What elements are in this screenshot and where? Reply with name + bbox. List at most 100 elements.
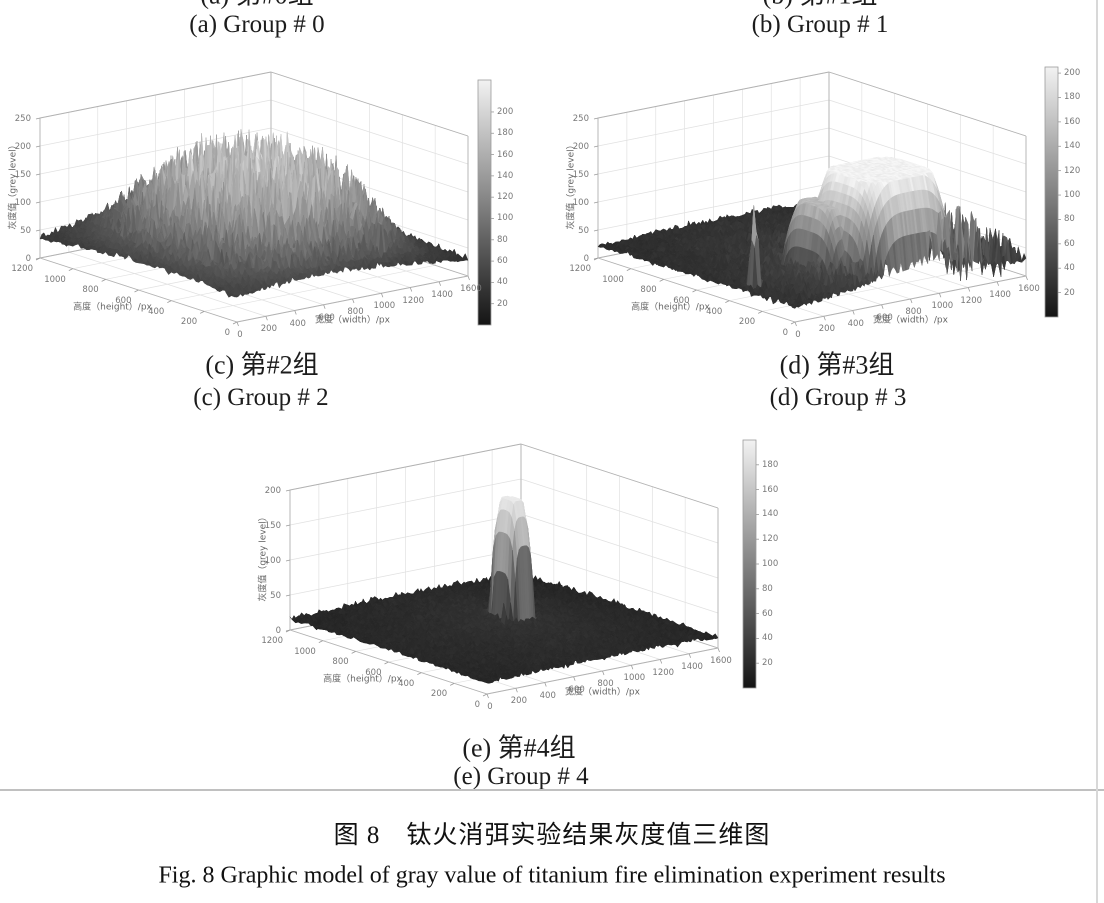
z-tick-label: 150: [14, 169, 31, 180]
surface-canvas-group-2: [0, 55, 552, 355]
x-tick-label: 400: [847, 318, 864, 329]
colorbar-tick-label: 160: [762, 484, 779, 495]
figure-caption-en: Fig. 8 Graphic model of gray value of ti…: [158, 862, 946, 889]
z-tick-label: 0: [583, 253, 589, 264]
z-tick-label: 100: [14, 197, 31, 208]
x-tick-label: 1600: [710, 655, 732, 666]
colorbar-tick-label: 100: [1064, 189, 1081, 200]
x-tick-label: 200: [510, 696, 527, 706]
colorbar-tick-label: 160: [497, 149, 514, 160]
sublabel-d-zh: (d) 第#3组: [779, 350, 895, 380]
y-tick-label: 800: [332, 657, 349, 668]
x-tick-label: 800: [905, 306, 922, 317]
y-tick-label: 800: [82, 285, 99, 296]
sublabel-e-en: (e) Group # 4: [453, 763, 589, 790]
x-tick-label: 1200: [960, 295, 983, 306]
colorbar-tick-label: 200: [1064, 67, 1081, 78]
colorbar-tick-label: 120: [762, 533, 779, 544]
colorbar-tick-label: 180: [762, 459, 779, 470]
x-tick-label: 0: [487, 701, 493, 712]
colorbar-tick-label: 100: [497, 213, 514, 224]
sublabel-a-zh: (a) 第#0组: [200, 0, 313, 12]
x-tick-label: 200: [818, 324, 835, 334]
z-axis-title: 灰度值（grey level）: [258, 512, 269, 602]
x-tick-label: 1000: [373, 301, 396, 311]
surface-plot-group-3: 20 40 60 80 100 120 140 160 180 200 0 200 400 600 800 1…: [558, 55, 1104, 355]
colorbar-tick-label: 140: [762, 509, 779, 520]
z-tick-label: 50: [578, 225, 589, 236]
z-tick-label: 150: [264, 520, 281, 531]
z-tick-label: 100: [572, 197, 589, 208]
x-tick-label: 400: [539, 690, 556, 701]
x-tick-label: 0: [237, 329, 243, 340]
colorbar-tick-label: 20: [1064, 287, 1075, 298]
colorbar-tick-label: 80: [497, 234, 508, 245]
colorbar-tick-label: 60: [1064, 238, 1075, 249]
y-tick-label: 0: [474, 699, 480, 710]
z-tick-label: 100: [264, 555, 281, 566]
x-tick-label: 200: [260, 324, 277, 334]
z-tick-label: 200: [14, 141, 31, 152]
y-tick-label: 1200: [261, 635, 283, 646]
surface-plot-group-2: 20 40 60 80 100 120 140 160 180 200 0 200 400 600 800 1…: [0, 55, 552, 355]
y-axis-title: 高度（height）/px: [631, 302, 710, 313]
x-tick-label: 1400: [989, 289, 1011, 300]
z-tick-label: 0: [275, 625, 281, 636]
y-tick-label: 200: [738, 317, 756, 328]
z-axis-title: 灰度值（grey level）: [566, 140, 577, 230]
sublabel-c-zh: (c) 第#2组: [205, 350, 319, 380]
sublabel-c-en: (c) Group # 2: [193, 384, 329, 411]
y-axis-title: 高度（height）/px: [323, 674, 402, 685]
z-tick-label: 200: [572, 141, 589, 152]
x-tick-label: 1200: [652, 667, 675, 678]
x-tick-label: 600: [568, 684, 585, 695]
y-tick-label: 800: [640, 285, 657, 296]
x-axis-title: 宽度（width）/px: [315, 315, 390, 326]
figure-caption-zh: 图 8 钛火消弭实验结果灰度值三维图: [333, 822, 771, 849]
z-tick-label: 200: [264, 485, 281, 496]
colorbar-tick-label: 140: [497, 170, 514, 181]
y-tick-label: 0: [782, 327, 788, 338]
x-tick-label: 1000: [931, 301, 954, 311]
y-tick-label: 1000: [602, 274, 624, 285]
y-tick-label: 1000: [294, 646, 316, 657]
z-axis-title: 灰度值（grey level）: [8, 140, 19, 230]
x-axis-title: 宽度（width）/px: [565, 687, 640, 698]
colorbar-tick-label: 20: [762, 657, 773, 668]
colorbar-tick-label: 60: [497, 255, 508, 266]
y-tick-label: 1200: [569, 263, 591, 274]
sublabel-d-en: (d) Group # 3: [769, 384, 907, 411]
x-axis-title: 宽度（width）/px: [873, 315, 948, 326]
x-tick-label: 1400: [431, 289, 453, 300]
z-tick-label: 0: [25, 253, 31, 264]
colorbar-tick-label: 120: [497, 191, 514, 202]
y-tick-label: 1000: [44, 274, 66, 285]
colorbar-tick-label: 200: [497, 106, 514, 117]
colorbar-tick-label: 180: [497, 128, 514, 138]
z-tick-label: 50: [270, 590, 281, 601]
x-tick-label: 1000: [623, 673, 646, 683]
y-tick-label: 600: [673, 295, 690, 306]
colorbar-tick-label: 80: [1064, 214, 1075, 225]
x-tick-label: 1200: [402, 295, 425, 306]
surface-plot-group-4: 20 40 60 80 100 120 140 160 180 0 200 400 600 800 1000…: [250, 427, 810, 727]
sublabel-a-en: (a) Group # 0: [189, 11, 325, 38]
y-axis-title: 高度（height）/px: [73, 302, 152, 313]
colorbar-tick-label: 40: [497, 277, 508, 288]
colorbar-tick-label: 20: [497, 298, 508, 309]
y-tick-label: 1200: [11, 263, 33, 274]
colorbar-tick-label: 40: [762, 633, 773, 644]
surface-canvas-group-3: [558, 55, 1104, 355]
colorbar-tick-label: 100: [762, 558, 779, 569]
sublabel-e-zh: (e) 第#4组: [462, 733, 576, 763]
y-tick-label: 600: [365, 667, 382, 678]
x-tick-label: 0: [795, 329, 801, 340]
x-tick-label: 1400: [681, 661, 703, 672]
y-tick-label: 400: [706, 306, 723, 317]
colorbar-tick-label: 180: [1064, 92, 1081, 103]
colorbar-tick-label: 120: [1064, 165, 1081, 176]
y-tick-label: 400: [398, 678, 415, 689]
x-tick-label: 800: [597, 678, 614, 689]
x-tick-label: 1600: [460, 283, 482, 294]
